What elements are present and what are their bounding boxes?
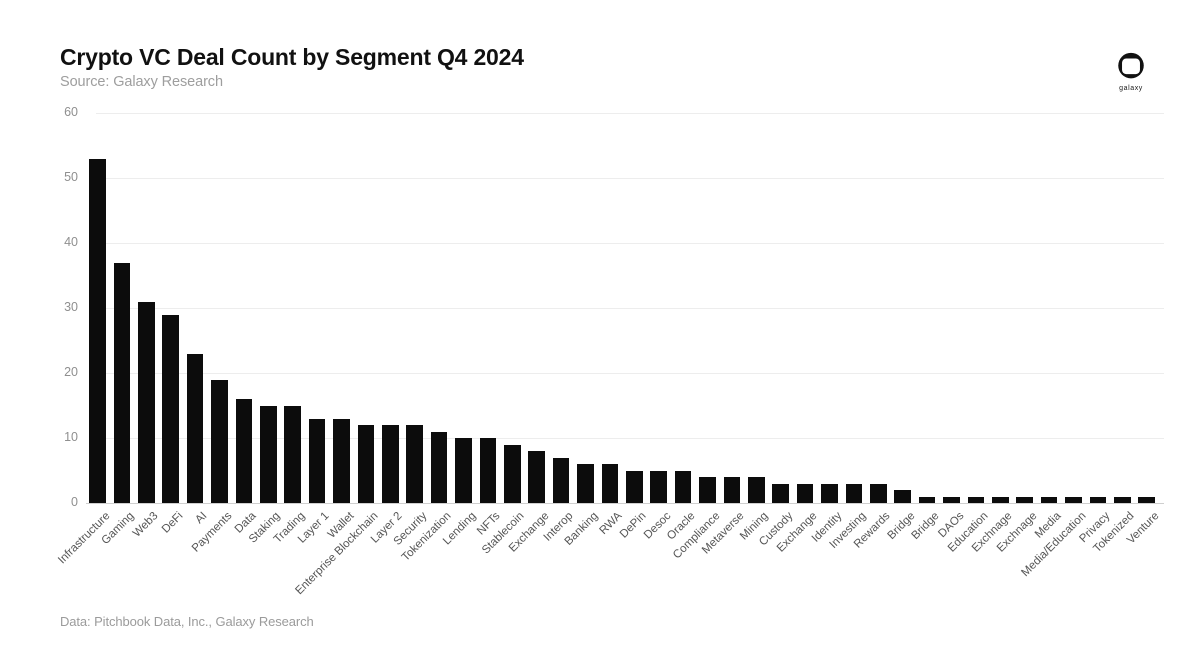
y-gridline	[96, 243, 1164, 244]
bar	[943, 496, 960, 503]
y-tick-label: 60	[64, 105, 78, 119]
y-gridline	[96, 113, 1164, 114]
bar	[552, 457, 570, 503]
bar	[284, 405, 301, 503]
bar	[772, 483, 789, 503]
bar	[308, 418, 326, 503]
bar	[650, 470, 667, 503]
bar	[357, 425, 375, 503]
bar	[918, 496, 936, 503]
bar	[479, 438, 497, 503]
chart-title: Crypto VC Deal Count by Segment Q4 2024	[60, 44, 524, 70]
bar	[211, 379, 228, 503]
bar	[430, 431, 448, 503]
bar	[1114, 496, 1131, 503]
y-gridline	[96, 438, 1164, 439]
y-gridline	[96, 373, 1164, 374]
galaxy-logo: galaxy	[1108, 50, 1154, 92]
bar	[1089, 496, 1107, 503]
bar	[382, 425, 399, 503]
bar	[577, 464, 594, 503]
x-axis-baseline	[86, 503, 1164, 504]
bar	[333, 418, 350, 503]
bar	[626, 470, 643, 503]
y-tick-label: 0	[71, 495, 78, 509]
bar	[113, 262, 131, 503]
bar	[748, 477, 765, 503]
galaxy-logo-wordmark: galaxy	[1119, 85, 1143, 92]
y-tick-label: 30	[64, 300, 78, 314]
bar	[894, 490, 911, 503]
y-tick-label: 50	[64, 170, 78, 184]
bar	[89, 158, 106, 503]
data-attribution: Data: Pitchbook Data, Inc., Galaxy Resea…	[60, 614, 314, 629]
bar	[870, 483, 887, 503]
bar	[1040, 496, 1058, 503]
y-tick-label: 20	[64, 365, 78, 379]
bar	[699, 477, 716, 503]
bar	[601, 464, 619, 503]
y-gridline	[96, 178, 1164, 179]
bar	[1138, 496, 1155, 503]
chart-subtitle: Source: Galaxy Research	[60, 74, 223, 90]
bar	[138, 301, 155, 503]
bar	[796, 483, 814, 503]
bar	[674, 470, 692, 503]
galaxy-helmet-icon	[1114, 52, 1148, 84]
bar	[455, 438, 472, 503]
y-tick-label: 10	[64, 430, 78, 444]
bar	[992, 496, 1009, 503]
bar	[528, 451, 545, 503]
bar	[967, 496, 985, 503]
bar	[260, 405, 277, 503]
bar	[162, 314, 179, 503]
y-gridline	[96, 308, 1164, 309]
bar	[821, 483, 838, 503]
bar	[845, 483, 863, 503]
y-tick-label: 40	[64, 235, 78, 249]
bar	[1016, 496, 1033, 503]
bar	[504, 444, 521, 503]
bar	[406, 425, 423, 503]
bar	[723, 477, 741, 503]
bar	[1065, 496, 1082, 503]
bar	[186, 353, 204, 503]
bar	[235, 399, 253, 503]
